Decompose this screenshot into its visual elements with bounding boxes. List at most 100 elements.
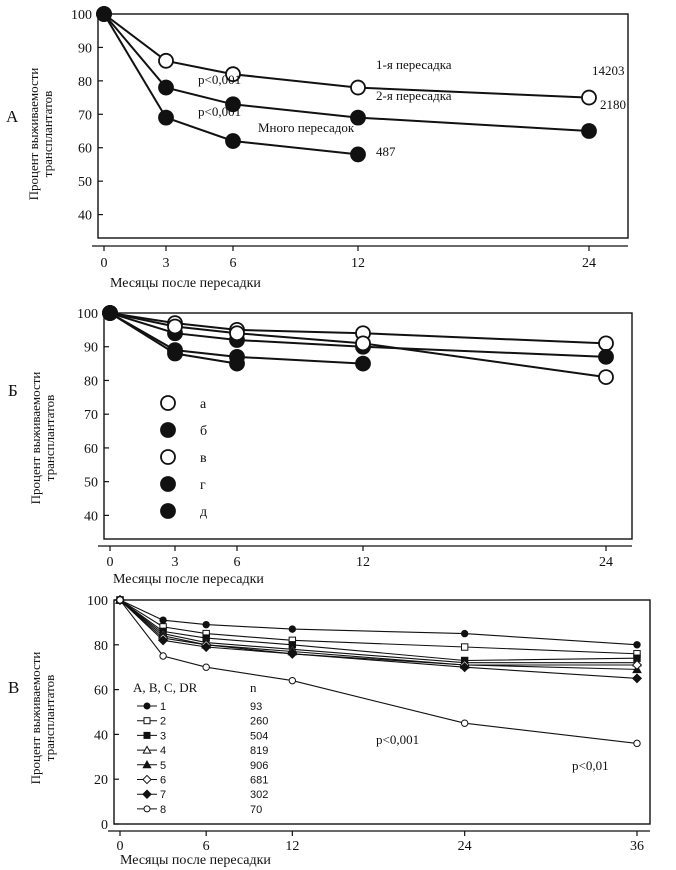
p-value: p<0,001 — [198, 72, 241, 87]
n-label: 487 — [376, 144, 396, 159]
y-tick-label: 70 — [84, 408, 98, 423]
plot-frame — [97, 13, 629, 239]
data-point — [355, 335, 371, 352]
p-value: p<0,001 — [198, 104, 241, 119]
y-tick-label: 70 — [78, 108, 92, 123]
legend-marker — [160, 449, 176, 465]
x-tick-label: 0 — [107, 555, 114, 570]
panel-letter: А — [6, 107, 19, 126]
data-point — [288, 625, 297, 633]
data-point — [96, 6, 112, 22]
x-tick-label: 36 — [630, 839, 644, 854]
legend-marker — [143, 731, 151, 739]
data-point — [633, 739, 641, 748]
legend-n: 302 — [250, 789, 268, 801]
series-line — [119, 599, 638, 679]
series-label: 1-я пересадка — [376, 57, 452, 72]
legend-label: 6 — [160, 775, 166, 787]
legend-label: 4 — [160, 745, 166, 757]
y-tick-label: 40 — [78, 209, 92, 224]
x-tick-label: 12 — [351, 256, 365, 271]
x-tick-label: 3 — [172, 555, 179, 570]
data-point — [288, 676, 297, 685]
x-tick-label: 6 — [234, 555, 241, 570]
p-value: p<0,001 — [376, 732, 419, 747]
x-tick-label: 24 — [599, 555, 613, 570]
data-point — [225, 66, 241, 83]
series-line — [103, 13, 590, 132]
y-axis-label: Процент выживаемоститрансплантатов — [26, 68, 55, 201]
legend-label: г — [200, 478, 206, 493]
legend: A, B, C, DR n 1 93 2 260 3 504 4 819 5 906 6 681 7 302 8… — [133, 680, 268, 816]
data-point — [598, 348, 614, 365]
data-point — [598, 369, 614, 385]
series-1-3 — [96, 6, 366, 163]
series-3-8 — [116, 596, 641, 748]
series-line — [119, 599, 638, 646]
x-tick-label: 6 — [203, 839, 210, 854]
legend-n: 906 — [250, 760, 268, 772]
series-line — [103, 13, 590, 99]
legend-n: 70 — [250, 804, 262, 816]
x-tick-label: 3 — [163, 256, 170, 271]
x-tick-label: 24 — [458, 839, 472, 854]
data-point — [460, 719, 469, 727]
data-point — [225, 96, 241, 113]
panel-letter: Б — [8, 381, 18, 400]
x-axis-label: Месяцы после пересадки — [113, 572, 264, 587]
y-tick-label: 80 — [84, 374, 98, 389]
y-axis-label: Процент выживаемоститрансплантатов — [28, 372, 57, 505]
y-axis-label-line: Процент выживаемости — [26, 68, 41, 201]
legend-marker — [142, 760, 152, 769]
data-point — [158, 109, 174, 126]
series-3-1 — [116, 596, 641, 649]
series-3-2 — [116, 596, 641, 658]
data-point — [202, 663, 210, 671]
series-line — [109, 312, 364, 365]
data-point — [350, 109, 366, 126]
legend-marker — [142, 789, 152, 799]
n-label: 2180 — [600, 97, 626, 112]
legend-marker — [142, 774, 152, 785]
series-3-3 — [116, 596, 641, 665]
legend-marker — [143, 805, 151, 813]
data-point — [229, 325, 245, 342]
data-point — [202, 620, 210, 629]
data-point — [158, 79, 174, 96]
legend-marker — [142, 745, 152, 754]
y-tick-label: 100 — [87, 594, 108, 609]
series-line — [119, 599, 638, 670]
p-value: p<0,01 — [572, 758, 609, 773]
data-point — [201, 642, 212, 653]
data-point — [598, 335, 614, 352]
y-tick-label: 90 — [84, 341, 98, 356]
panel-letter: В — [8, 678, 19, 697]
legend-label: 5 — [160, 760, 166, 772]
legend-marker — [160, 422, 176, 438]
y-axis-label-line: Процент выживаемости — [28, 652, 43, 785]
chart-panel-1: А 40 50 60 70 80 90 100 0 3 6 12 24 Месяцы после пере… — [6, 6, 629, 291]
data-point — [460, 629, 469, 638]
x-axis-label: Месяцы после пересадки — [110, 276, 261, 291]
legend-header: n — [250, 680, 257, 695]
series-3-7 — [114, 594, 643, 684]
y-axis-label-line: трансплантатов — [42, 675, 57, 761]
series-2-5 — [102, 305, 245, 372]
y-tick-label: 0 — [101, 818, 108, 833]
data-point — [631, 673, 643, 684]
data-point — [459, 662, 470, 673]
data-point — [350, 79, 366, 96]
x-tick-label: 0 — [101, 256, 108, 271]
legend-n: 681 — [250, 775, 268, 787]
series-line — [119, 599, 637, 664]
y-tick-label: 60 — [84, 442, 98, 457]
legend-n: 260 — [250, 716, 268, 728]
series-line — [119, 599, 637, 666]
legend-label: 8 — [160, 804, 166, 816]
y-tick-label: 80 — [78, 75, 92, 90]
series-line — [119, 599, 638, 662]
series-1-1 — [96, 6, 597, 106]
legend-marker — [143, 717, 151, 725]
